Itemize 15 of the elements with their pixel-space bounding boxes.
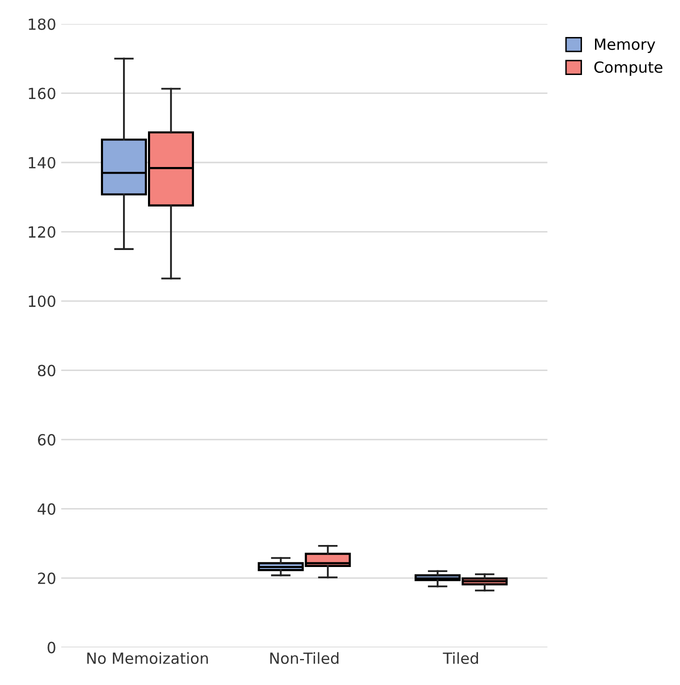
x-tick-label: Non-Tiled bbox=[270, 652, 338, 664]
y-tick-label: 20 bbox=[38, 572, 56, 584]
legend-label: Compute bbox=[594, 61, 662, 76]
y-tick-label: 60 bbox=[38, 434, 56, 446]
y-tick-label: 160 bbox=[28, 88, 56, 100]
y-tick-label: 120 bbox=[28, 226, 56, 238]
y-tick-label: 100 bbox=[28, 295, 56, 308]
y-tick-label: 0 bbox=[48, 642, 56, 654]
y-tick-label: 140 bbox=[28, 156, 56, 169]
x-tick-label: Tiled bbox=[442, 652, 478, 664]
y-tick-label: 180 bbox=[28, 18, 56, 30]
legend-label: Memory bbox=[595, 38, 656, 53]
y-tick-label: 40 bbox=[38, 503, 56, 515]
y-tick-label: 80 bbox=[38, 364, 56, 376]
x-tick-label: No Memoization bbox=[87, 652, 208, 664]
